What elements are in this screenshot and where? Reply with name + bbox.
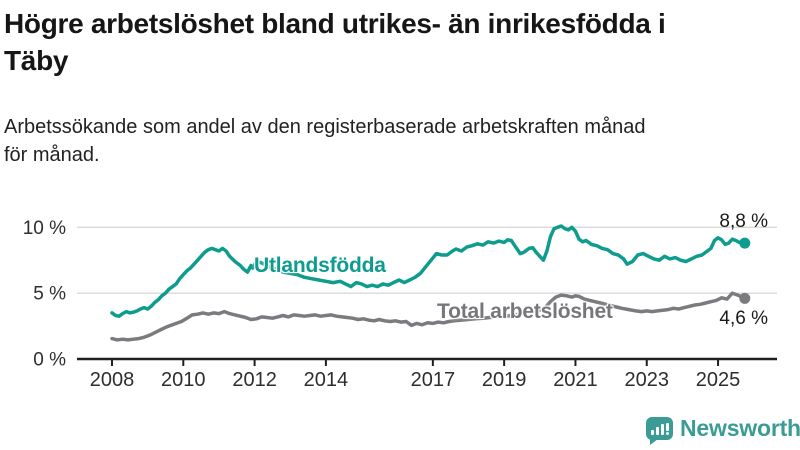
- x-tick-label: 2019: [482, 369, 527, 391]
- y-tick-label: 0 %: [33, 350, 66, 371]
- series-end-dot: [739, 237, 751, 249]
- y-tick-label: 10 %: [23, 218, 66, 239]
- x-tick-label: 2017: [411, 369, 456, 391]
- series-label-utlandsfodda: Utlandsfödda: [254, 254, 386, 277]
- x-tick-label: 2014: [304, 369, 349, 391]
- x-tick-label: 2021: [553, 369, 598, 391]
- series-line: [110, 224, 747, 318]
- page-title: Högre arbetslöshet bland utrikes- än inr…: [4, 8, 666, 76]
- x-tick-label: 2012: [232, 369, 277, 391]
- end-value-label-utlandsfodda: 8,8 %: [719, 211, 768, 232]
- end-value-label-total: 4,6 %: [719, 308, 768, 329]
- series-label-total-arbetsloshet: Total arbetslöshet: [437, 300, 613, 323]
- newsworthy-speech-bubble-chart-icon: [646, 417, 673, 445]
- newsworthy-logo: Newsworthy: [646, 415, 800, 445]
- x-tick-label: 2008: [90, 369, 135, 391]
- series-end-dot: [739, 292, 751, 304]
- series-line: [110, 291, 747, 342]
- y-tick-label: 5 %: [33, 284, 66, 305]
- x-tick-label: 2025: [696, 369, 741, 391]
- page-subtitle: Arbetssökande som andel av den registerb…: [4, 116, 646, 166]
- newsworthy-logo-text: Newsworthy: [680, 415, 800, 441]
- x-tick-label: 2023: [625, 369, 670, 391]
- x-tick-label: 2010: [161, 369, 206, 391]
